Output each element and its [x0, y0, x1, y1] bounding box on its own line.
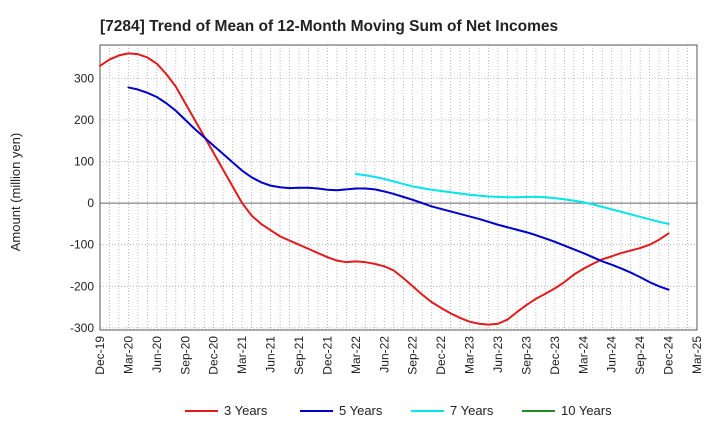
series-lines — [99, 52, 670, 326]
series-line-5-years — [127, 86, 670, 291]
x-tick-label: Dec-24 — [662, 336, 676, 375]
y-axis: -300 -200 -100 0 100 200 300 — [70, 71, 94, 335]
x-tick-label: Jun-20 — [150, 336, 164, 373]
x-tick-label: Dec-20 — [207, 336, 221, 375]
y-tick-label: 100 — [74, 154, 94, 168]
x-tick-label: Jun-21 — [264, 336, 278, 373]
x-tick-label: Dec-23 — [548, 336, 562, 375]
x-tick-label: Dec-19 — [93, 336, 107, 375]
x-tick-label: Jun-22 — [377, 336, 391, 373]
y-tick-label: -300 — [70, 321, 94, 335]
x-tick-label: Mar-22 — [349, 336, 363, 374]
legend-label: 5 Years — [339, 403, 383, 418]
legend-label: 10 Years — [561, 403, 612, 418]
x-tick-label: Sep-20 — [178, 336, 192, 375]
x-tick-label: Mar-24 — [576, 336, 590, 374]
x-tick-label: Jun-24 — [605, 336, 619, 373]
chart-title: [7284] Trend of Mean of 12-Month Moving … — [100, 18, 558, 35]
y-axis-label: Amount (million yen) — [8, 133, 23, 252]
series-line-3-years — [99, 52, 670, 326]
x-tick-label: Mar-25 — [690, 336, 704, 374]
x-tick-label: Dec-22 — [434, 336, 448, 375]
legend-label: 3 Years — [224, 403, 268, 418]
plot-frame — [99, 44, 698, 331]
x-tick-label: Sep-22 — [406, 336, 420, 375]
series-line-7-years — [354, 172, 670, 225]
grid — [100, 45, 697, 330]
x-tick-label: Jun-23 — [491, 336, 505, 373]
x-tick-label: Dec-21 — [320, 336, 334, 375]
x-tick-label: Sep-21 — [292, 336, 306, 375]
legend-label: 7 Years — [450, 403, 494, 418]
y-tick-label: -100 — [70, 238, 94, 252]
x-tick-label: Mar-21 — [235, 336, 249, 374]
x-tick-label: Mar-23 — [463, 336, 477, 374]
y-tick-label: 300 — [74, 71, 94, 85]
y-tick-label: -200 — [70, 279, 94, 293]
legend: 3 Years 5 Years 7 Years 10 Years — [185, 403, 612, 418]
x-tick-label: Sep-24 — [633, 336, 647, 375]
y-tick-label: 0 — [87, 196, 94, 210]
x-tick-label: Sep-23 — [519, 336, 533, 375]
x-tick-label: Mar-20 — [121, 336, 135, 374]
y-tick-label: 200 — [74, 113, 94, 127]
x-axis: Dec-19 Mar-20 Jun-20 Sep-20 Dec-20 Mar-21 Jun-… — [93, 336, 704, 375]
